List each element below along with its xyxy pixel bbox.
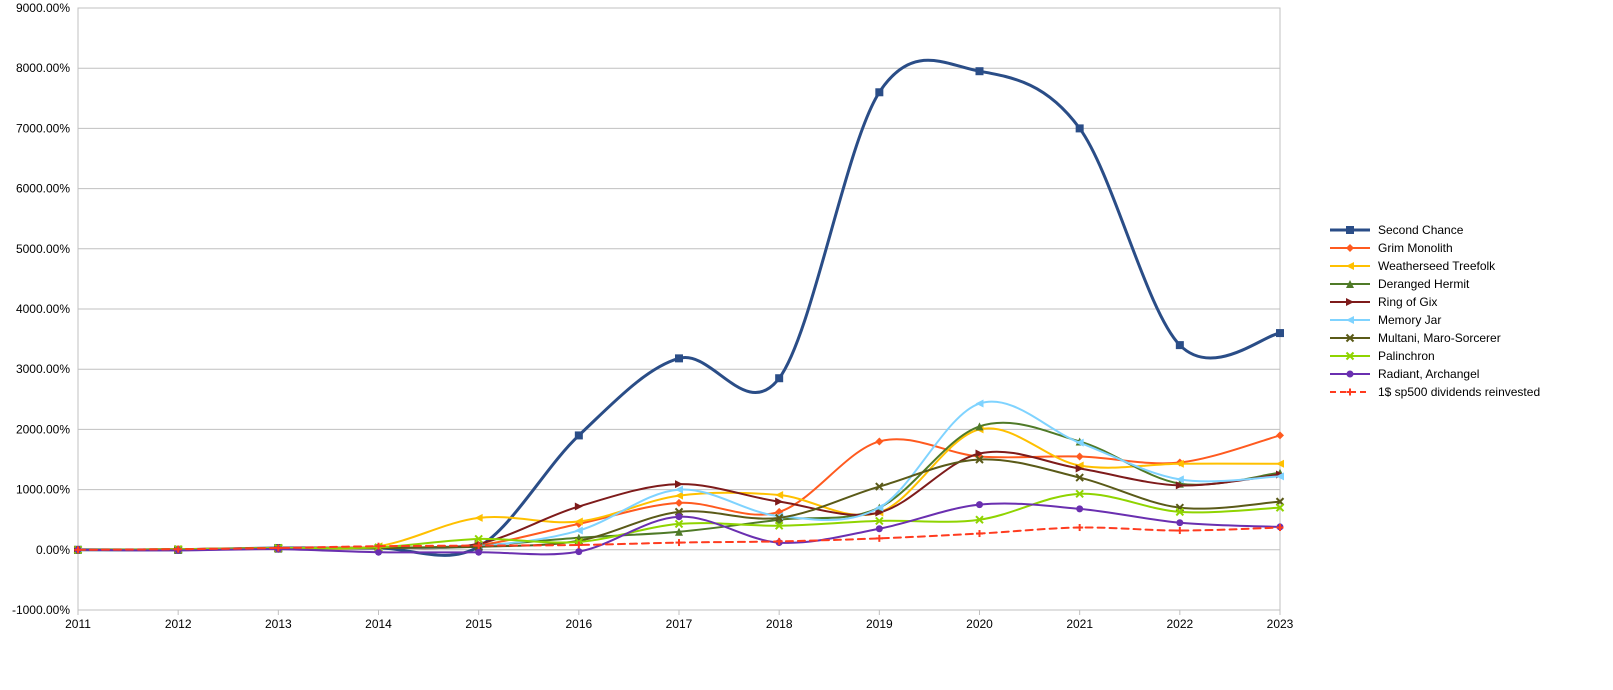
line-chart: -1000.00% 0.00% 1000.00% 2000.00% 3000.00% 40…: [0, 0, 1613, 690]
legend-label: Multani, Maro-Sorcerer: [1378, 331, 1501, 345]
y-tick-label: 7000.00%: [16, 121, 70, 135]
legend-label: Weatherseed Treefolk: [1378, 259, 1496, 273]
x-tick-label: 2014: [365, 617, 392, 631]
x-tick-label: 2017: [666, 617, 693, 631]
y-tick-label: 2000.00%: [16, 422, 70, 436]
x-tick-label: 2020: [966, 617, 993, 631]
y-tick-label: -1000.00%: [12, 603, 70, 617]
y-tick-label: 3000.00%: [16, 362, 70, 376]
x-tick-label: 2022: [1166, 617, 1193, 631]
legend-label: Ring of Gix: [1378, 295, 1437, 309]
x-tick-label: 2012: [165, 617, 192, 631]
x-tick-label: 2018: [766, 617, 793, 631]
legend-label: Deranged Hermit: [1378, 277, 1470, 291]
y-tick-label: 5000.00%: [16, 242, 70, 256]
y-tick-label: 9000.00%: [16, 1, 70, 15]
legend-label: Second Chance: [1378, 223, 1464, 237]
y-tick-label: 0.00%: [36, 543, 70, 557]
y-tick-label: 4000.00%: [16, 302, 70, 316]
y-tick-label: 6000.00%: [16, 182, 70, 196]
x-tick-label: 2023: [1267, 617, 1294, 631]
x-tick-label: 2013: [265, 617, 292, 631]
x-tick-label: 2015: [465, 617, 492, 631]
legend-label: 1$ sp500 dividends reinvested: [1378, 385, 1540, 399]
legend-label: Grim Monolith: [1378, 241, 1453, 255]
legend-label: Palinchron: [1378, 349, 1435, 363]
x-tick-label: 2016: [565, 617, 592, 631]
x-tick-label: 2011: [65, 617, 91, 631]
x-tick-label: 2021: [1066, 617, 1093, 631]
legend-label: Memory Jar: [1378, 313, 1441, 327]
y-tick-label: 8000.00%: [16, 61, 70, 75]
chart-canvas: -1000.00% 0.00% 1000.00% 2000.00% 3000.00% 40…: [0, 0, 1613, 690]
legend-label: Radiant, Archangel: [1378, 367, 1479, 381]
y-tick-label: 1000.00%: [16, 483, 70, 497]
x-tick-label: 2019: [866, 617, 893, 631]
